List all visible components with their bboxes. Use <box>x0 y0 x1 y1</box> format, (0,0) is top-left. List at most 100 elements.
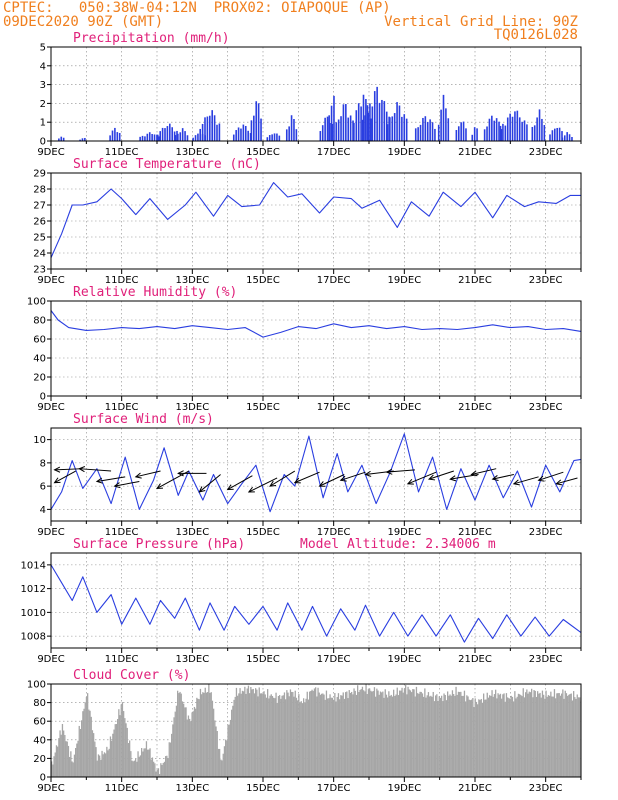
panel-1-bar <box>405 118 408 141</box>
panel-6-cloud-bar <box>115 723 118 777</box>
panel-1-bar <box>266 137 269 141</box>
panel-4-wind-arrowhead <box>555 479 563 486</box>
panel-4-wind-arrowhead <box>134 472 142 479</box>
panel-6-cloud-bar <box>225 739 227 777</box>
panel-4-wind-arrowhead <box>177 470 184 477</box>
panel-6-cloud-bar <box>555 698 557 777</box>
panel-6-cloud-bar <box>114 724 116 777</box>
panel-4-wind-arrowhead <box>293 477 301 484</box>
panel-6-cloud-bar <box>59 730 61 777</box>
panel-1-bar <box>169 123 171 141</box>
panel-2-ytick-label: 24 <box>33 249 46 260</box>
panel-1-bar <box>293 119 295 141</box>
panel-4-wind-vector <box>513 476 539 485</box>
panel-6-cloud-bar <box>343 698 346 777</box>
panel-1-bar <box>383 101 386 141</box>
panel-4-wind-arrowhead <box>78 466 86 473</box>
panel-1-frame <box>50 46 582 142</box>
panel-6-cloud-bar <box>325 690 328 777</box>
panel-1-bar <box>218 123 221 141</box>
panel-6-cloud-bar <box>210 692 212 777</box>
panel-1-bar <box>523 120 526 141</box>
panel-6-cloud-bar <box>570 693 572 777</box>
panel-6-cloud-bar <box>311 689 313 777</box>
panel-1-bar <box>516 110 519 141</box>
panel-6-cloud-bar <box>144 748 146 777</box>
panel-4-wind-vector <box>386 469 415 473</box>
panel-6-cloud-bar <box>492 696 494 777</box>
panel-1-bar <box>360 106 362 141</box>
panel-6-cloud-bar <box>443 693 445 777</box>
panel-1-bar <box>403 114 406 141</box>
panel-1-bar <box>345 104 347 141</box>
panel-1-bar <box>192 137 194 141</box>
panel-6-cloud-bar <box>166 755 168 777</box>
panel-4-wind-vector <box>199 474 221 493</box>
panel-6-xtick-label: 21DEC <box>458 783 492 794</box>
panel-6-cloud-bar <box>276 702 278 777</box>
panel-5-xtick-label: 21DEC <box>458 654 492 665</box>
panel-4-wind-arrowhead <box>406 478 414 485</box>
panel-1-bar <box>429 119 431 141</box>
panel-6-cloud-bar <box>55 745 58 777</box>
panel-6-cloud-bar <box>360 689 362 777</box>
panel-6-cloud-bar <box>477 704 479 777</box>
panel-1-xtick-label: 9DEC <box>37 147 64 158</box>
panel-4-xtick-label: 21DEC <box>458 527 492 538</box>
panel-4-wind-arrowhead <box>449 475 457 482</box>
panel-6-cloud-bar <box>65 741 67 777</box>
panel-1-bar <box>352 120 354 141</box>
panel-1-bar <box>204 117 206 141</box>
panel-6-cloud-bar <box>288 696 290 777</box>
panel-6-cloud-bar <box>479 700 481 777</box>
panel-6-cloud-bar <box>363 690 365 777</box>
panel-3-ytick-label: 80 <box>33 316 46 327</box>
panel-6-cloud-bar <box>436 694 438 777</box>
panel-6-cloud-bar <box>126 727 128 777</box>
panel-2-xtick-label: 15DEC <box>246 275 280 286</box>
panel-6-cloud-bar <box>71 761 73 777</box>
panel-1-bar <box>419 124 422 141</box>
panel-6-cloud-bar <box>137 751 139 777</box>
panel-1-xtick-label: 13DEC <box>175 147 209 158</box>
panel-6-cloud-bar <box>83 708 85 777</box>
panel-6-cloud-bar <box>162 763 164 777</box>
panel-6-cloud-bar <box>345 692 347 777</box>
panel-6-cloud-bar <box>520 695 522 777</box>
panel-1-bar <box>257 103 260 141</box>
panel-2-xtick-label: 11DEC <box>105 275 139 286</box>
panel-2-ytick-label: 28 <box>33 185 46 196</box>
panel-6-cloud-bar <box>460 691 462 777</box>
panel-4-wind-arrowhead <box>247 486 255 493</box>
panel-4-wind-arrowhead <box>491 475 499 482</box>
panel-6-cloud-bar <box>537 691 539 777</box>
panel-1-bar <box>538 109 541 141</box>
panel-6-cloud-bar <box>283 692 286 777</box>
panel-1-bar <box>401 116 403 141</box>
panel-1-bar <box>378 102 381 141</box>
panel-6-cloud-bar <box>303 698 305 777</box>
panel-1-bar <box>353 122 355 141</box>
panel-6-cloud-bar <box>535 696 538 777</box>
panel-6-cloud-bar <box>340 695 342 777</box>
panel-6-cloud-bar <box>232 705 234 777</box>
panel-5-ytick-label: 1010 <box>21 608 46 619</box>
panel-6-cloud-bar <box>178 693 180 777</box>
header-station: CPTEC: 050:38W-04:12N PROX02: OIAPOQUE (… <box>3 0 391 16</box>
panel-6-cloud-bar <box>448 695 450 777</box>
panel-6-cloud-bar <box>316 696 318 777</box>
panel-6-cloud-bar <box>471 699 473 777</box>
panel-6-cloud-bar <box>139 755 142 777</box>
panel-6-cloud-bar <box>324 699 326 777</box>
panel-6-cloud-bar <box>193 706 196 777</box>
panel-1-bar <box>166 126 169 141</box>
panel-6-cloud-bar <box>473 706 475 777</box>
panel-6-cloud-bar <box>381 692 383 777</box>
panel-6-cloud-bar <box>191 712 193 777</box>
panel-3-xtick-label: 23DEC <box>529 402 563 413</box>
panel-6-cloud-bar <box>75 747 77 777</box>
panel-4-series-line <box>50 433 582 513</box>
panel-1-bar <box>194 135 197 141</box>
panel-6-cloud-bar <box>310 691 312 777</box>
panel-1-bar <box>199 128 201 141</box>
